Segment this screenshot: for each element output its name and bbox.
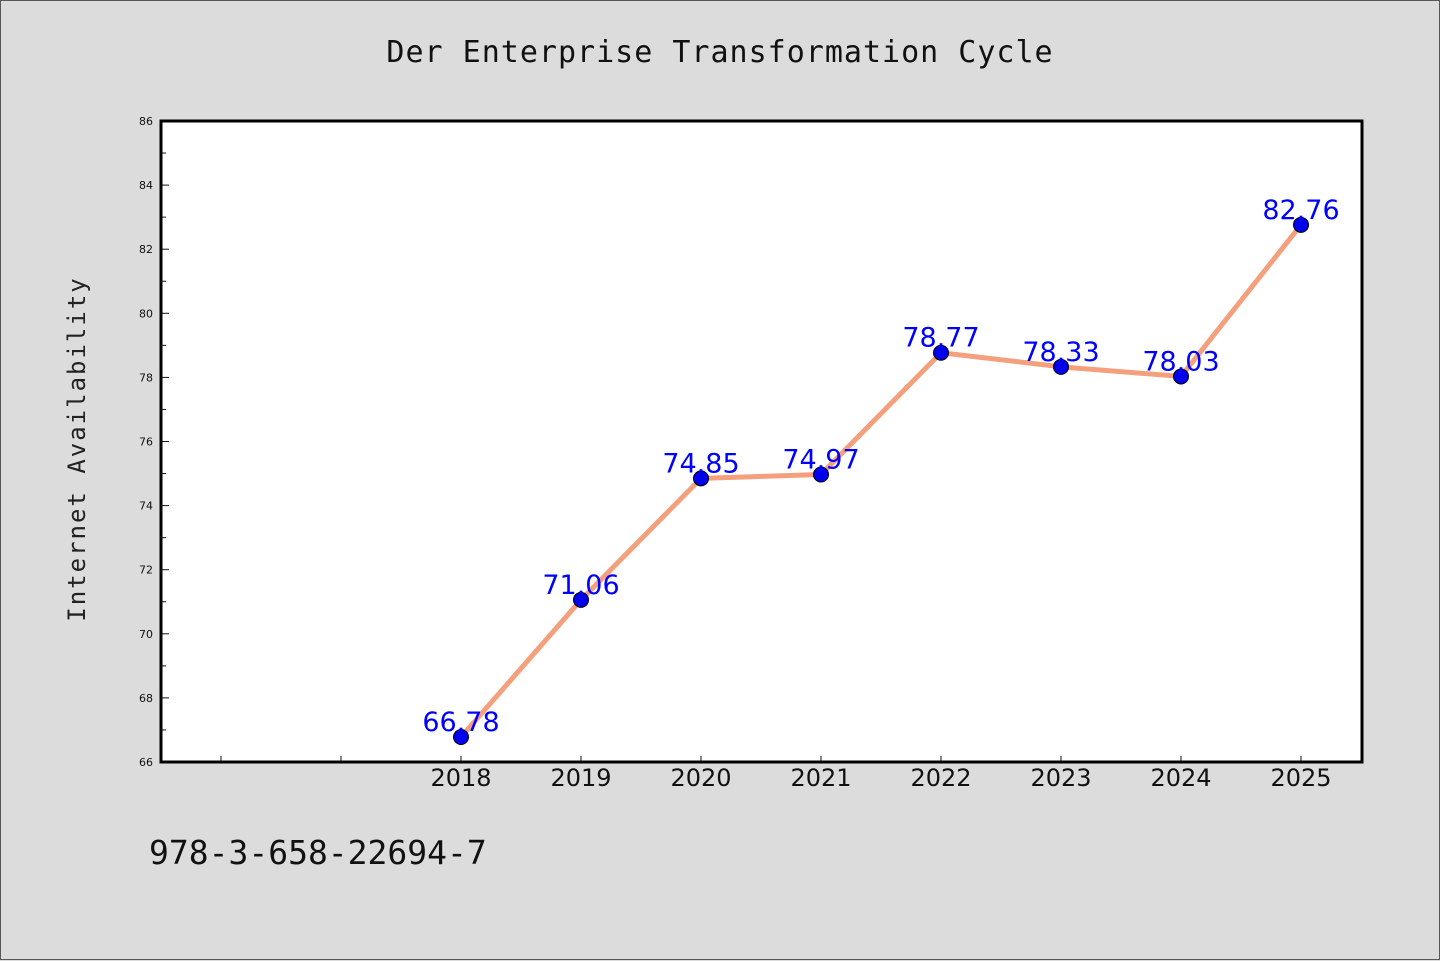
data-point <box>1053 358 1069 375</box>
x-tick-label: 2019 <box>550 764 611 792</box>
data-point <box>813 466 829 483</box>
data-label: 78.03 <box>1142 346 1219 377</box>
data-point <box>933 344 949 361</box>
chart-title: Der Enterprise Transformation Cycle <box>386 35 1054 70</box>
y-tick-label: 70 <box>139 628 153 641</box>
x-tick-label: 2025 <box>1270 764 1331 792</box>
plot-background <box>161 121 1362 762</box>
data-label: 78.77 <box>902 323 979 354</box>
y-tick-label: 72 <box>139 564 153 577</box>
data-point <box>1293 216 1309 233</box>
data-label: 82.76 <box>1262 195 1339 226</box>
y-tick-label: 76 <box>139 436 153 449</box>
data-point <box>1173 368 1189 385</box>
series-line <box>459 223 1303 739</box>
data-point <box>573 591 589 608</box>
x-tick-label: 2021 <box>790 764 851 792</box>
x-tick-label: 2023 <box>1030 764 1091 792</box>
y-tick-label: 66 <box>139 756 153 769</box>
data-label: 74.97 <box>782 445 859 476</box>
data-label: 71.06 <box>542 570 619 601</box>
y-tick-label: 84 <box>139 179 153 192</box>
x-tick-label: 2022 <box>910 764 971 792</box>
y-tick-label: 86 <box>139 115 153 128</box>
x-tick-label: 2020 <box>670 764 731 792</box>
data-point <box>693 470 709 487</box>
y-tick-label: 82 <box>139 243 153 256</box>
data-point <box>453 729 469 746</box>
y-tick-label: 68 <box>139 692 153 705</box>
plot-frame <box>159 119 1364 764</box>
data-label: 74.85 <box>662 448 739 479</box>
x-tick-label: 2024 <box>1150 764 1211 792</box>
y-tick-label: 74 <box>139 500 153 513</box>
x-tick-label: 2018 <box>430 764 491 792</box>
footnote-isbn: 978-3-658-22694-7 <box>149 833 487 872</box>
data-label: 66.78 <box>422 707 499 738</box>
y-tick-label: 78 <box>139 371 153 384</box>
y-tick-label: 80 <box>139 307 153 320</box>
data-label: 78.33 <box>1022 337 1099 368</box>
